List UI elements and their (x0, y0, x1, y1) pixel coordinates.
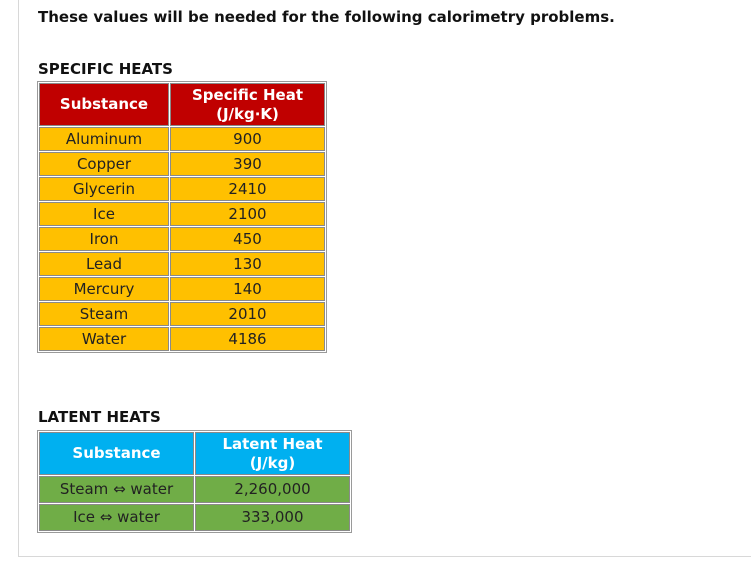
latent-heats-title: LATENT HEATS (38, 408, 161, 426)
table-row: Steam 2010 (39, 302, 325, 326)
value-cell: 2410 (170, 177, 325, 201)
table-row: Iron 450 (39, 227, 325, 251)
substance-cell: Steam (39, 302, 169, 326)
table-row: Aluminum 900 (39, 127, 325, 151)
latent-heats-table: Substance Latent Heat (J/kg) Steam ⇔ wat… (37, 430, 352, 533)
value-cell: 2010 (170, 302, 325, 326)
substance-header: Substance (39, 83, 169, 126)
value-cell: 450 (170, 227, 325, 251)
value-cell: 140 (170, 277, 325, 301)
substance-cell: Water (39, 327, 169, 351)
header-unit: (J/kg) (249, 453, 296, 472)
value-cell: 130 (170, 252, 325, 276)
value-cell: 2100 (170, 202, 325, 226)
substance-cell: Steam ⇔ water (39, 476, 194, 503)
value-cell: 333,000 (195, 504, 350, 531)
substance-cell: Copper (39, 152, 169, 176)
substance-cell: Ice (39, 202, 169, 226)
content-frame (18, 0, 751, 557)
substance-cell: Mercury (39, 277, 169, 301)
table-header-row: Substance Specific Heat (J/kg∙K) (39, 83, 325, 126)
table-row: Glycerin 2410 (39, 177, 325, 201)
specific-heats-title: SPECIFIC HEATS (38, 60, 173, 78)
table-row: Ice 2100 (39, 202, 325, 226)
table-row: Water 4186 (39, 327, 325, 351)
header-unit: (J/kg∙K) (216, 104, 279, 123)
substance-cell: Glycerin (39, 177, 169, 201)
header-line: Latent Heat (222, 434, 323, 453)
value-cell: 2,260,000 (195, 476, 350, 503)
table-row: Mercury 140 (39, 277, 325, 301)
substance-cell: Iron (39, 227, 169, 251)
table-row: Lead 130 (39, 252, 325, 276)
table-header-row: Substance Latent Heat (J/kg) (39, 432, 350, 475)
specific-heats-table: Substance Specific Heat (J/kg∙K) Aluminu… (37, 81, 327, 353)
table-row: Steam ⇔ water 2,260,000 (39, 476, 350, 503)
table-row: Copper 390 (39, 152, 325, 176)
specific-heat-header: Specific Heat (J/kg∙K) (170, 83, 325, 126)
header-line: Specific Heat (192, 85, 303, 104)
intro-text: These values will be needed for the foll… (38, 8, 615, 26)
latent-heat-header: Latent Heat (J/kg) (195, 432, 350, 475)
substance-header: Substance (39, 432, 194, 475)
substance-cell: Lead (39, 252, 169, 276)
value-cell: 390 (170, 152, 325, 176)
substance-cell: Aluminum (39, 127, 169, 151)
table-row: Ice ⇔ water 333,000 (39, 504, 350, 531)
value-cell: 4186 (170, 327, 325, 351)
substance-cell: Ice ⇔ water (39, 504, 194, 531)
value-cell: 900 (170, 127, 325, 151)
